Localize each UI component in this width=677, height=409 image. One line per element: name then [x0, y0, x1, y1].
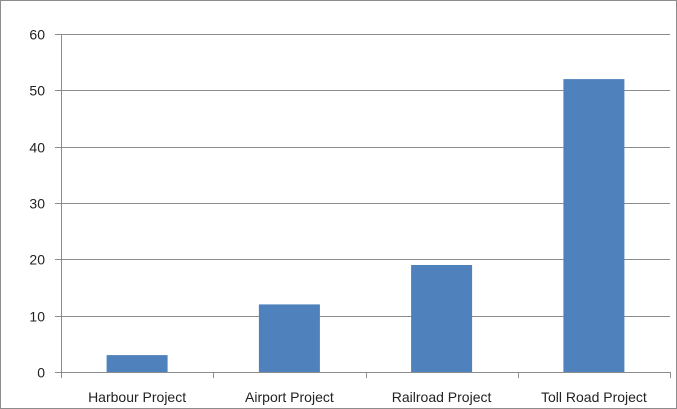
x-axis-tick-labels: Harbour Project Airport Project Railroad P… — [88, 389, 647, 405]
bars — [107, 79, 625, 372]
bar-3 — [563, 79, 624, 372]
y-tick-label: 50 — [29, 83, 45, 99]
bar-1 — [259, 304, 320, 372]
y-tick-label: 0 — [37, 365, 45, 381]
x-tick-label: Toll Road Project — [541, 389, 647, 405]
x-tick-label: Harbour Project — [88, 389, 186, 405]
y-tick-label: 30 — [29, 196, 45, 212]
y-tick-label: 60 — [29, 27, 45, 43]
y-tick-label: 10 — [29, 309, 45, 325]
x-tick-label: Airport Project — [245, 389, 334, 405]
bar-0 — [107, 355, 168, 372]
y-tick-label: 20 — [29, 252, 45, 268]
y-tick-label: 40 — [29, 140, 45, 156]
x-tick-label: Railroad Project — [392, 389, 492, 405]
y-axis-tick-labels: 0 10 20 30 40 50 60 — [29, 27, 61, 381]
bar-2 — [411, 265, 472, 372]
